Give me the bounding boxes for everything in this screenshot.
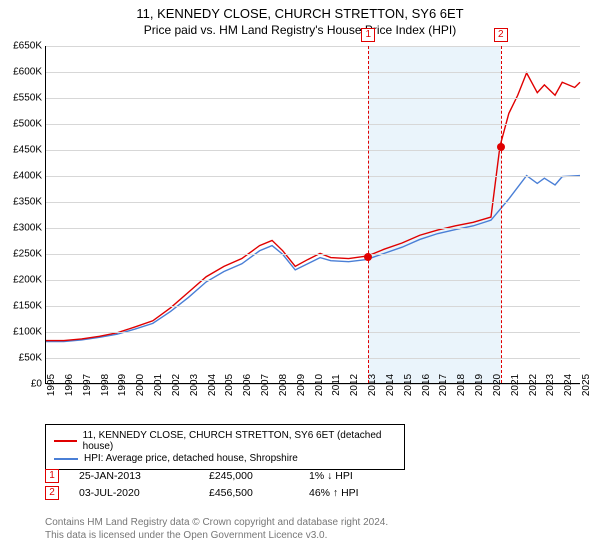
legend-label: 11, KENNEDY CLOSE, CHURCH STRETTON, SY6 …: [83, 430, 396, 452]
xtick-label: 1997: [82, 374, 93, 396]
ytick-label: £100K: [13, 327, 42, 338]
xtick-label: 1996: [64, 374, 75, 396]
xtick-label: 2022: [528, 374, 539, 396]
ytick-label: £50K: [19, 353, 42, 364]
xtick-label: 2018: [456, 374, 467, 396]
xtick-label: 2010: [314, 374, 325, 396]
sales-row-pct: 46% ↑ HPI: [309, 487, 419, 499]
xtick-label: 2004: [207, 374, 218, 396]
xtick-label: 2019: [474, 374, 485, 396]
sale-marker-2: 2: [494, 28, 508, 42]
sales-row-1: 1 25-JAN-2013 £245,000 1% ↓ HPI: [45, 469, 419, 483]
xtick-label: 2012: [349, 374, 360, 396]
footer-line1: Contains HM Land Registry data © Crown c…: [45, 516, 388, 529]
sales-table: 1 25-JAN-2013 £245,000 1% ↓ HPI 2 03-JUL-2020…: [45, 466, 419, 503]
xtick-label: 2006: [242, 374, 253, 396]
footer-attribution: Contains HM Land Registry data © Crown c…: [45, 516, 388, 542]
chart-legend: 11, KENNEDY CLOSE, CHURCH STRETTON, SY6 …: [45, 424, 405, 470]
legend-row-hpi: HPI: Average price, detached house, Shro…: [54, 453, 396, 464]
sale-flagline-1: [368, 46, 369, 383]
chart-title-1: 11, KENNEDY CLOSE, CHURCH STRETTON, SY6 …: [0, 6, 600, 21]
ytick-label: £550K: [13, 93, 42, 104]
ytick-label: £600K: [13, 67, 42, 78]
xtick-label: 2014: [385, 374, 396, 396]
sale-marker-1: 1: [361, 28, 375, 42]
ytick-label: £400K: [13, 171, 42, 182]
sale-dot-1: [364, 253, 372, 261]
xtick-label: 2016: [421, 374, 432, 396]
ytick-label: £250K: [13, 249, 42, 260]
ytick-label: £150K: [13, 301, 42, 312]
sales-row-date: 03-JUL-2020: [79, 487, 189, 499]
ytick-label: £650K: [13, 41, 42, 52]
xtick-label: 2009: [296, 374, 307, 396]
legend-swatch: [54, 458, 78, 460]
legend-row-property_price: 11, KENNEDY CLOSE, CHURCH STRETTON, SY6 …: [54, 430, 396, 452]
xtick-label: 2005: [224, 374, 235, 396]
xtick-label: 2021: [510, 374, 521, 396]
footer-line2: This data is licensed under the Open Gov…: [45, 529, 388, 542]
ytick-label: £450K: [13, 145, 42, 156]
xtick-label: 2001: [153, 374, 164, 396]
xtick-label: 2024: [563, 374, 574, 396]
chart-plot-area: £0£50K£100K£150K£200K£250K£300K£350K£400…: [45, 46, 580, 384]
ytick-label: £300K: [13, 223, 42, 234]
xtick-label: 2003: [189, 374, 200, 396]
sale-dot-2: [497, 143, 505, 151]
xtick-label: 2011: [331, 374, 342, 396]
xtick-label: 2023: [545, 374, 556, 396]
sales-row-price: £245,000: [209, 470, 289, 482]
sale-flagline-2: [501, 46, 502, 383]
ytick-label: £350K: [13, 197, 42, 208]
xtick-label: 2017: [438, 374, 449, 396]
sales-row-marker: 1: [45, 469, 59, 483]
sales-row-price: £456,500: [209, 487, 289, 499]
xtick-label: 2025: [581, 374, 592, 396]
sales-row-date: 25-JAN-2013: [79, 470, 189, 482]
xtick-label: 2008: [278, 374, 289, 396]
chart-title-2: Price paid vs. HM Land Registry's House …: [0, 23, 600, 37]
xtick-label: 2007: [260, 374, 271, 396]
xtick-label: 2000: [135, 374, 146, 396]
xtick-label: 1998: [100, 374, 111, 396]
legend-label: HPI: Average price, detached house, Shro…: [84, 453, 298, 464]
xtick-label: 1995: [46, 374, 57, 396]
xtick-label: 2002: [171, 374, 182, 396]
ytick-label: £200K: [13, 275, 42, 286]
ytick-label: £500K: [13, 119, 42, 130]
sales-row-marker: 2: [45, 486, 59, 500]
sales-row-2: 2 03-JUL-2020 £456,500 46% ↑ HPI: [45, 486, 419, 500]
xtick-label: 2015: [403, 374, 414, 396]
legend-swatch: [54, 440, 77, 442]
ytick-label: £0: [31, 379, 42, 390]
sales-row-pct: 1% ↓ HPI: [309, 470, 419, 482]
xtick-label: 1999: [117, 374, 128, 396]
